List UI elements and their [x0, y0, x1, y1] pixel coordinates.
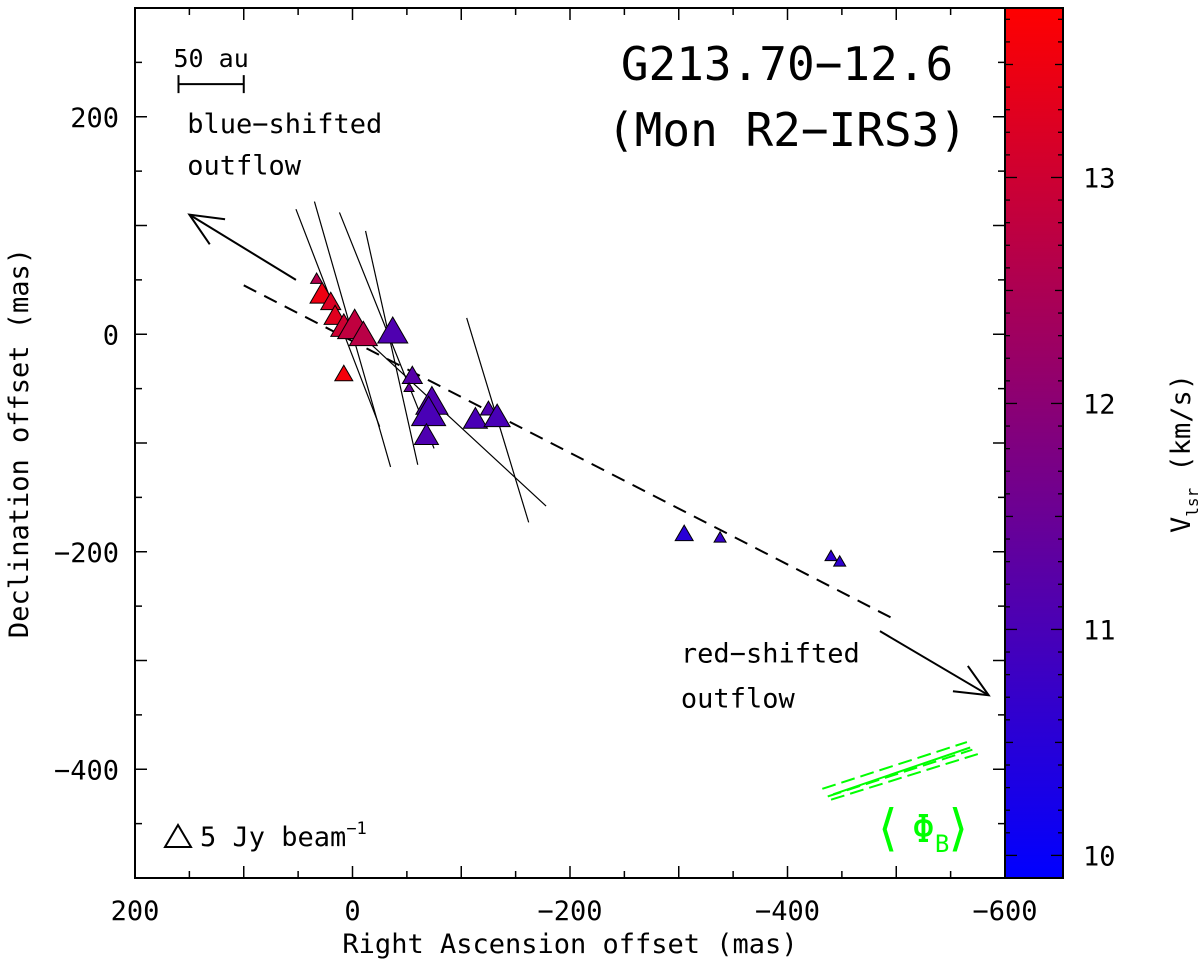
- y-tick-label: 0: [103, 320, 119, 351]
- y-tick-label: −400: [54, 755, 119, 786]
- bfield-label-sub: B: [935, 830, 949, 858]
- maser-triangle: [333, 364, 354, 382]
- bfield-layer: [821, 741, 979, 801]
- maser-triangle: [483, 403, 512, 428]
- maser-triangle: [410, 395, 447, 427]
- bfield-legend: ⟨ ΦB ⟩: [873, 799, 973, 858]
- y-axis-label: Declination offset (mas): [4, 248, 35, 638]
- chart-title: G213.70−12.6: [621, 37, 953, 91]
- maser-triangle: [713, 530, 727, 543]
- tick-layer: 200 0 −200 −400 −600 200 0 −200 −400: [54, 7, 1038, 927]
- scale-bar-label: 50 au: [173, 44, 248, 73]
- outflow-arrow-head: [952, 665, 991, 697]
- maser-triangle: [413, 422, 440, 446]
- outflow-arrow: [879, 630, 990, 697]
- outflow-layer: [187, 213, 991, 697]
- colorbar-label-unit: (km/s): [1166, 374, 1197, 488]
- maser-triangle: [674, 524, 695, 542]
- y-tick-label: 200: [70, 103, 119, 134]
- colorbar-tick-label: 13: [1083, 163, 1116, 194]
- colorbar-ticks: 10 11 12 13: [1005, 18, 1116, 879]
- colorbar-label-main: V: [1166, 517, 1197, 533]
- beam-legend-triangle: [163, 823, 193, 848]
- outflow-arrow-head: [187, 213, 226, 245]
- colorbar-label-sub: lsr: [1183, 487, 1200, 516]
- colorbar: [1004, 7, 1064, 879]
- colorbar-label: Vlsr (km/s): [1166, 374, 1200, 533]
- maser-triangle: [462, 406, 489, 429]
- colorbar-tick-label: 10: [1083, 841, 1116, 872]
- annotation-text: blue−shifted: [187, 109, 382, 140]
- chart-subtitle: (Mon R2−IRS3): [607, 103, 967, 157]
- beam-legend-superscript: −1: [346, 819, 366, 839]
- polarization-vector: [364, 230, 419, 465]
- scale-bar: 50 au: [173, 44, 249, 94]
- vector-layer: [295, 201, 547, 523]
- x-axis-label: Right Ascension offset (mas): [342, 929, 797, 960]
- maser-triangle: [403, 381, 415, 393]
- bfield-line: [832, 746, 971, 796]
- annotation-text: outflow: [187, 150, 302, 181]
- svg-text:5 Jy beam−1: 5 Jy beam−1: [200, 819, 367, 853]
- bfield-bracket-right: ⟩: [943, 799, 973, 857]
- marker-layer: [309, 271, 847, 567]
- x-tick-label: −200: [537, 896, 602, 927]
- svg-text:ΦB: ΦB: [912, 807, 949, 858]
- x-tick-label: −600: [972, 896, 1037, 927]
- beam-legend: 5 Jy beam−1: [163, 819, 367, 853]
- bfield-line: [830, 753, 979, 801]
- maser-triangle: [319, 291, 342, 311]
- annotation-layer: blue−shifted outflow red−shifted outflow: [187, 109, 860, 714]
- svg-text:Vlsr (km/s): Vlsr (km/s): [1166, 374, 1200, 533]
- beam-legend-label: 5 Jy beam: [200, 822, 346, 853]
- maser-triangle: [376, 316, 409, 344]
- maser-triangle: [401, 365, 424, 385]
- y-tick-label: −200: [54, 538, 119, 569]
- maser-triangle: [309, 271, 324, 284]
- maser-triangle: [824, 549, 838, 562]
- x-tick-label: 200: [111, 896, 160, 927]
- colorbar-tick-label: 11: [1083, 615, 1116, 646]
- annotation-text: red−shifted: [681, 639, 860, 670]
- bfield-bracket-left: ⟨: [873, 799, 903, 857]
- maser-triangle: [832, 554, 847, 567]
- bfield-label: Φ: [912, 807, 935, 851]
- x-tick-label: 0: [344, 896, 360, 927]
- colorbar-tick-label: 12: [1083, 389, 1116, 420]
- maser-triangle: [348, 320, 379, 347]
- bfield-line: [821, 741, 968, 790]
- x-tick-label: −400: [755, 896, 820, 927]
- outflow-arrow: [188, 213, 297, 281]
- annotation-text: outflow: [681, 683, 796, 714]
